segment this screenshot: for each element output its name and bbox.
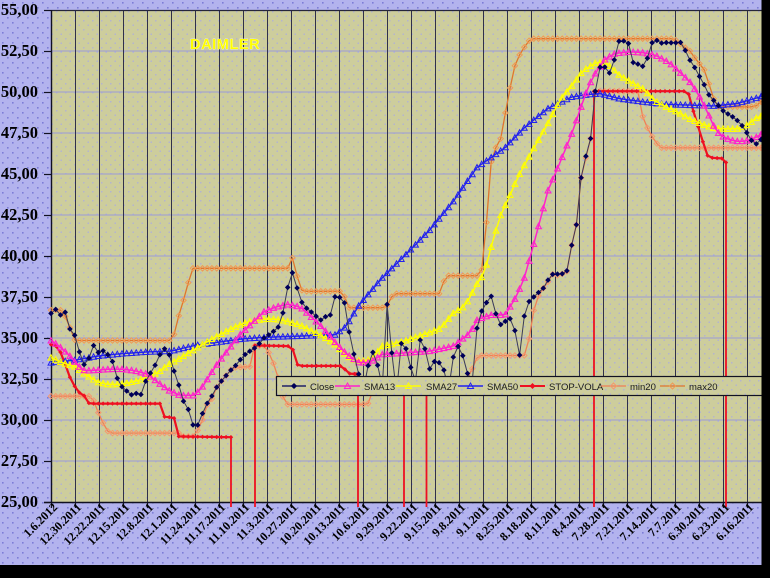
svg-text:min20: min20 xyxy=(630,382,656,393)
svg-text:37,50: 37,50 xyxy=(1,287,38,306)
svg-text:SMA27: SMA27 xyxy=(426,382,457,393)
svg-text:32,50: 32,50 xyxy=(1,369,38,388)
svg-text:42,50: 42,50 xyxy=(1,205,38,224)
svg-text:47,50: 47,50 xyxy=(1,123,38,142)
svg-text:55,00: 55,00 xyxy=(1,0,38,19)
svg-text:max20: max20 xyxy=(689,382,718,393)
svg-text:50,00: 50,00 xyxy=(1,82,38,101)
svg-text:DAIMLER: DAIMLER xyxy=(190,37,260,53)
svg-text:30,00: 30,00 xyxy=(1,410,38,429)
svg-text:52,50: 52,50 xyxy=(1,41,38,60)
svg-text:STOP-VOLA: STOP-VOLA xyxy=(549,382,604,393)
svg-text:SMA50: SMA50 xyxy=(487,382,518,393)
svg-text:SMA13: SMA13 xyxy=(364,382,395,393)
svg-text:25,00: 25,00 xyxy=(1,492,38,511)
svg-text:Close: Close xyxy=(310,382,334,393)
svg-text:35,00: 35,00 xyxy=(1,328,38,347)
svg-text:27,50: 27,50 xyxy=(1,451,38,470)
svg-text:45,00: 45,00 xyxy=(1,164,38,183)
svg-text:40,00: 40,00 xyxy=(1,246,38,265)
